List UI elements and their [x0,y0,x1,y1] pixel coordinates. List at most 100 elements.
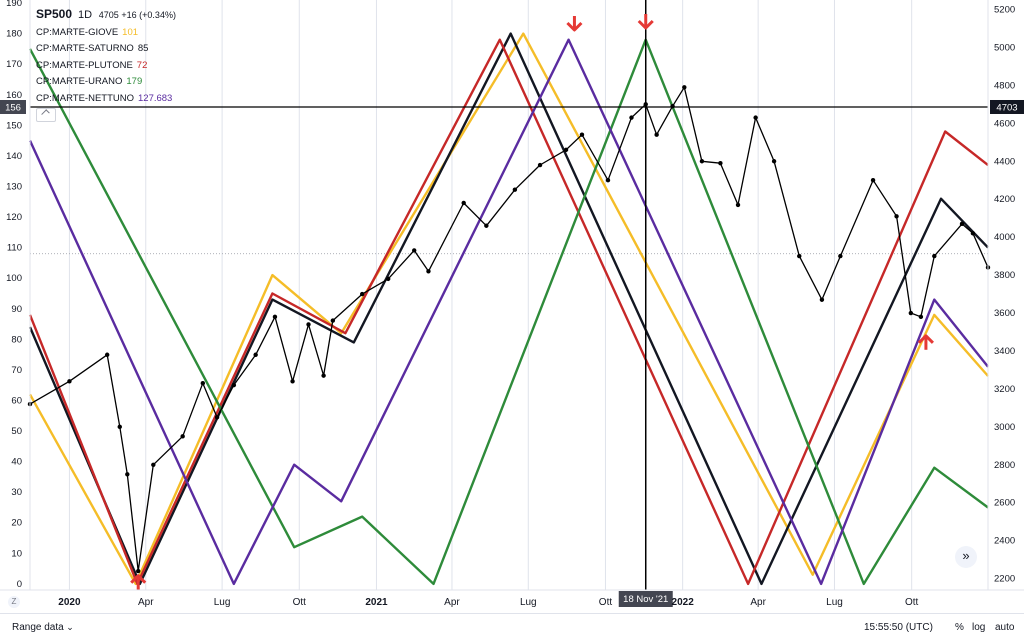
legend-indicator-row[interactable]: CP:MARTE-PLUTONE 72 [36,58,176,75]
price-point [537,162,543,168]
price-point [894,214,899,219]
price-point [682,85,687,90]
auto-toggle[interactable]: auto [995,622,1015,633]
percent-toggle[interactable]: % [955,622,964,633]
left-axis-tick-label: 190 [6,0,22,9]
crosshair-time-label-bg [618,591,673,607]
price-point [412,248,417,253]
chart-series-group [27,32,991,586]
left-axis-tick-label: 130 [6,181,22,192]
legend-collapse-button[interactable] [36,108,56,122]
right-axis-tick-label: 5000 [994,42,1015,53]
legend-indicator-row[interactable]: CP:MARTE-NETTUNO 127.683 [36,91,176,108]
legend-indicator-name: CP:MARTE-GIOVE [36,26,119,38]
chart-legend: SP500 1D 4705 +16 (+0.34%) CP:MARTE-GIOVE… [36,6,176,107]
legend-indicator-value: 101 [122,26,139,38]
right-axis-tick-label: 2200 [994,574,1015,585]
indicator-line [28,32,989,586]
log-toggle[interactable]: log [972,622,986,633]
price-point [629,115,634,120]
left-axis-tick-label: 20 [11,518,22,529]
right-axis-tick-label: 3000 [994,422,1015,433]
price-point [290,379,295,384]
crosshair-left-label-bg [0,99,26,114]
arrow-head [917,334,934,344]
price-point [654,132,659,137]
legend-symbol-row: SP500 1D 4705 +16 (+0.34%) [36,6,176,25]
clock-display[interactable]: 15:55:50 (UTC) [864,622,933,633]
legend-indicator-value: 127.683 [138,92,173,104]
right-axis-tick-label: 3200 [994,384,1015,395]
legend-interval[interactable]: 1D [78,9,93,21]
price-point [359,291,365,297]
price-point [272,314,278,320]
chart-canvas[interactable]: 156 4703 18 Nov '21 2020 Apr Lug Ott 2021 Apr Lu… [0,0,1024,614]
right-axis-tick-label: 4800 [994,80,1015,91]
right-axis-tick-label: 3400 [994,346,1015,357]
left-axis-tick-label: 10 [11,548,22,559]
time-axis-tick-label: Apr [138,597,154,608]
left-axis-tick-label: 0 [17,579,22,590]
scroll-to-realtime-icon[interactable]: » [955,546,977,568]
time-axis-tick-label: Lug [214,597,231,608]
legend-indicator-value: 179 [126,76,143,87]
left-axis-tick-label: 80 [11,334,22,345]
price-point [180,434,185,439]
price-point [797,253,802,259]
left-axis-tick-label: 120 [6,212,22,223]
time-axis-tick-label: Ott [293,597,307,608]
right-axis-tick-label: 2800 [994,460,1015,471]
price-point [718,160,723,166]
price-point [214,415,220,420]
price-point [908,310,914,316]
price-point [330,318,336,323]
left-axis-tick-label: 150 [6,120,22,131]
price-point [932,253,937,259]
left-axis-tick-label: 90 [11,304,22,315]
left-axis-tick-label: 30 [11,487,22,498]
time-axis-tick-label: Apr [444,597,460,608]
price-point [136,568,141,574]
price-point [321,373,326,378]
range-data-button[interactable]: Range data [12,622,74,633]
up-arrow-icon [130,574,147,590]
price-point [579,132,585,137]
arrow-head [637,19,654,30]
indicator-line [28,32,989,586]
price-point [104,352,110,357]
chart-grid [30,0,988,590]
price-point [67,379,72,384]
down-arrow-icon [637,14,654,30]
time-axis-tick-label: Ott [905,597,919,608]
price-point [125,472,130,477]
legend-indicator-row[interactable]: CP:MARTE-URANO 179 [36,74,176,91]
legend-indicator-row[interactable]: CP:MARTE-SATURNO 85 [36,41,176,58]
indicator-line [28,38,989,586]
z-icon[interactable]: Z [8,596,20,608]
price-point [231,382,237,388]
crosshair-left-label: 156 [5,102,21,113]
time-axis-tick-label: Lug [520,597,537,608]
down-arrow-icon [566,16,583,32]
price-point [670,104,675,109]
chart-axes: 2020 Apr Lug Ott 2021 Apr Lug Ott 2022 Apr Lug Ott 0… [0,0,1024,608]
right-axis-tick-label: 4400 [994,156,1015,167]
price-point [306,322,311,327]
right-axis-tick-label: 4000 [994,232,1015,243]
indicator-line [28,38,989,586]
left-axis-tick-label: 170 [6,59,22,70]
price-point [426,269,431,274]
marker-arrows [130,14,934,590]
legend-indicator-row[interactable]: CP:MARTE-GIOVE 101 [36,25,176,42]
crosshair: 156 4703 18 Nov '21 [0,0,1024,607]
right-axis-tick-label: 3800 [994,270,1015,281]
price-point [512,187,518,192]
legend-indicator-name: CP:MARTE-SATURNO [36,43,134,54]
legend-symbol[interactable]: SP500 [36,7,73,21]
price-point [200,381,206,386]
crosshair-right-label-bg [990,99,1024,114]
price-point [959,221,965,227]
legend-indicator-name: CP:MARTE-URANO [36,76,123,87]
legend-indicator-value: 85 [137,43,149,54]
price-point [970,231,976,236]
